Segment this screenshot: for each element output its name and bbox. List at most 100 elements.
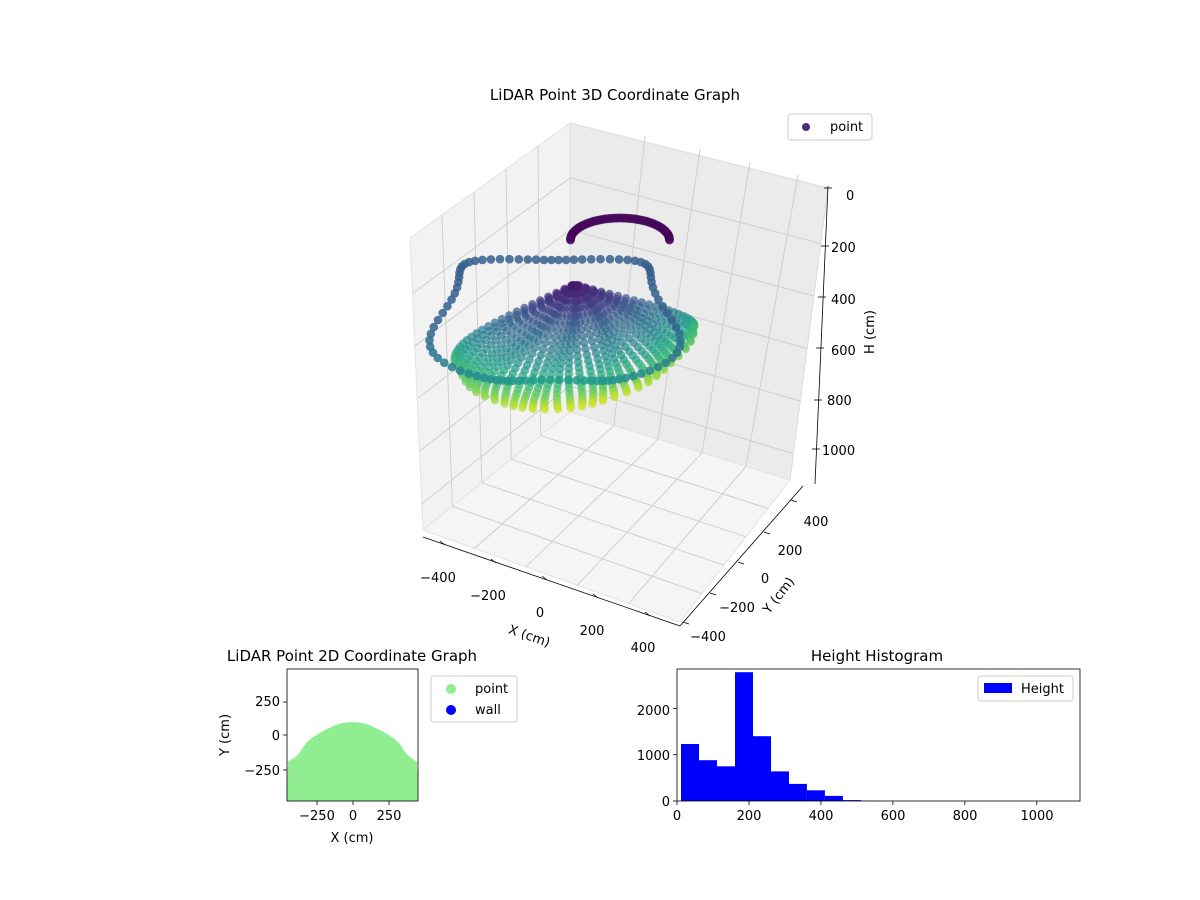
legend-marker-point: [802, 123, 810, 131]
y-tick-label: 0: [761, 572, 769, 587]
data-point: [676, 336, 685, 345]
data-point: [580, 283, 589, 292]
data-point: [592, 376, 602, 386]
data-point: [579, 338, 589, 347]
data-point: [440, 358, 449, 368]
data-point: [551, 332, 560, 342]
histogram-bar: [717, 766, 735, 801]
x-tick-label: 1000: [1020, 809, 1053, 824]
data-point: [495, 254, 505, 264]
data-point: [636, 369, 646, 379]
histogram-bar: [681, 744, 699, 801]
data-point: [586, 254, 596, 264]
tick: [682, 621, 690, 625]
y-tick-label: 0: [662, 795, 670, 810]
data-point: [514, 376, 524, 386]
data-point: [598, 396, 607, 405]
point-region: [287, 722, 418, 801]
gridline: [540, 435, 769, 509]
data-point: [578, 331, 587, 341]
tick: [644, 611, 651, 617]
x-tick-label: 0: [673, 809, 681, 824]
data-point: [566, 235, 575, 245]
data-point: [597, 287, 606, 296]
gridline: [628, 466, 747, 604]
ticks-2d: [283, 701, 390, 805]
data-point: [505, 254, 514, 264]
legend-label-height: Height: [1021, 682, 1064, 697]
legend-2d: point wall: [430, 675, 518, 723]
data-point: [689, 322, 699, 331]
data-point: [577, 255, 587, 264]
data-point: [667, 315, 677, 325]
data-point: [528, 404, 537, 414]
data-point: [565, 346, 575, 355]
data-point: [661, 358, 670, 368]
data-point: [686, 337, 695, 346]
tick: [592, 593, 599, 599]
y-tick-label: 2000: [637, 704, 670, 719]
data-point: [651, 302, 661, 311]
y-tick-label: 400: [804, 515, 829, 530]
z-axis-line: [814, 185, 829, 485]
data-point: [539, 255, 549, 265]
data-point: [547, 325, 556, 334]
z-tick-label: 400: [831, 293, 856, 308]
gridline: [657, 148, 701, 440]
histogram-bar: [699, 760, 717, 801]
legend-box: [787, 113, 873, 141]
data-point: [644, 300, 654, 309]
x-tick-label: 0: [349, 809, 357, 824]
data-point: [514, 254, 524, 264]
data-point: [610, 392, 619, 402]
data-point: [534, 337, 543, 346]
data-point: [553, 325, 562, 335]
x-axis-line: [422, 536, 681, 627]
data-point: [549, 339, 558, 348]
data-point: [438, 308, 448, 318]
data-point: [470, 256, 480, 266]
data-point: [478, 255, 487, 265]
legend-marker-wall: [446, 705, 456, 715]
data-point: [629, 296, 639, 305]
data-point: [688, 330, 698, 339]
tick: [490, 558, 497, 564]
histogram-bar: [735, 672, 753, 801]
data-point: [564, 375, 573, 385]
z-tick-label: 800: [827, 394, 852, 409]
data-point: [671, 322, 681, 332]
chart-3d: LiDAR Point 3D Coordinate Graph −400 −20…: [409, 86, 878, 656]
data-point: [426, 329, 436, 339]
z-tick-label: 0: [846, 189, 854, 204]
chart-2d-title: LiDAR Point 2D Coordinate Graph: [227, 647, 477, 665]
data-point: [480, 392, 490, 401]
data-point: [546, 375, 555, 385]
data-point: [547, 345, 556, 355]
y-tick-label: 1000: [637, 749, 670, 764]
data-point: [561, 255, 571, 265]
tick: [709, 592, 717, 596]
data-point: [554, 346, 563, 355]
x-tick-label: 800: [953, 809, 978, 824]
data-point: [472, 387, 481, 397]
y-axis-line: [679, 485, 804, 627]
legend-marker-height: [984, 683, 1012, 693]
x-tick-label: 0: [536, 606, 544, 621]
legend-histogram: Height: [977, 675, 1074, 702]
data-point: [623, 255, 632, 265]
data-point: [565, 352, 574, 362]
histogram-bar: [824, 795, 843, 801]
data-point: [486, 255, 496, 264]
data-point: [523, 255, 533, 264]
x-tick-label: 600: [881, 809, 906, 824]
data-point: [572, 332, 581, 341]
ticks-histogram: [673, 707, 1038, 805]
histogram-bar: [806, 790, 825, 801]
data-point: [540, 405, 549, 414]
data-point: [667, 353, 677, 363]
y-tick-label: −250: [244, 764, 280, 779]
gridline: [481, 482, 725, 566]
gridline: [474, 425, 615, 549]
y-tick-label: 0: [272, 729, 280, 744]
